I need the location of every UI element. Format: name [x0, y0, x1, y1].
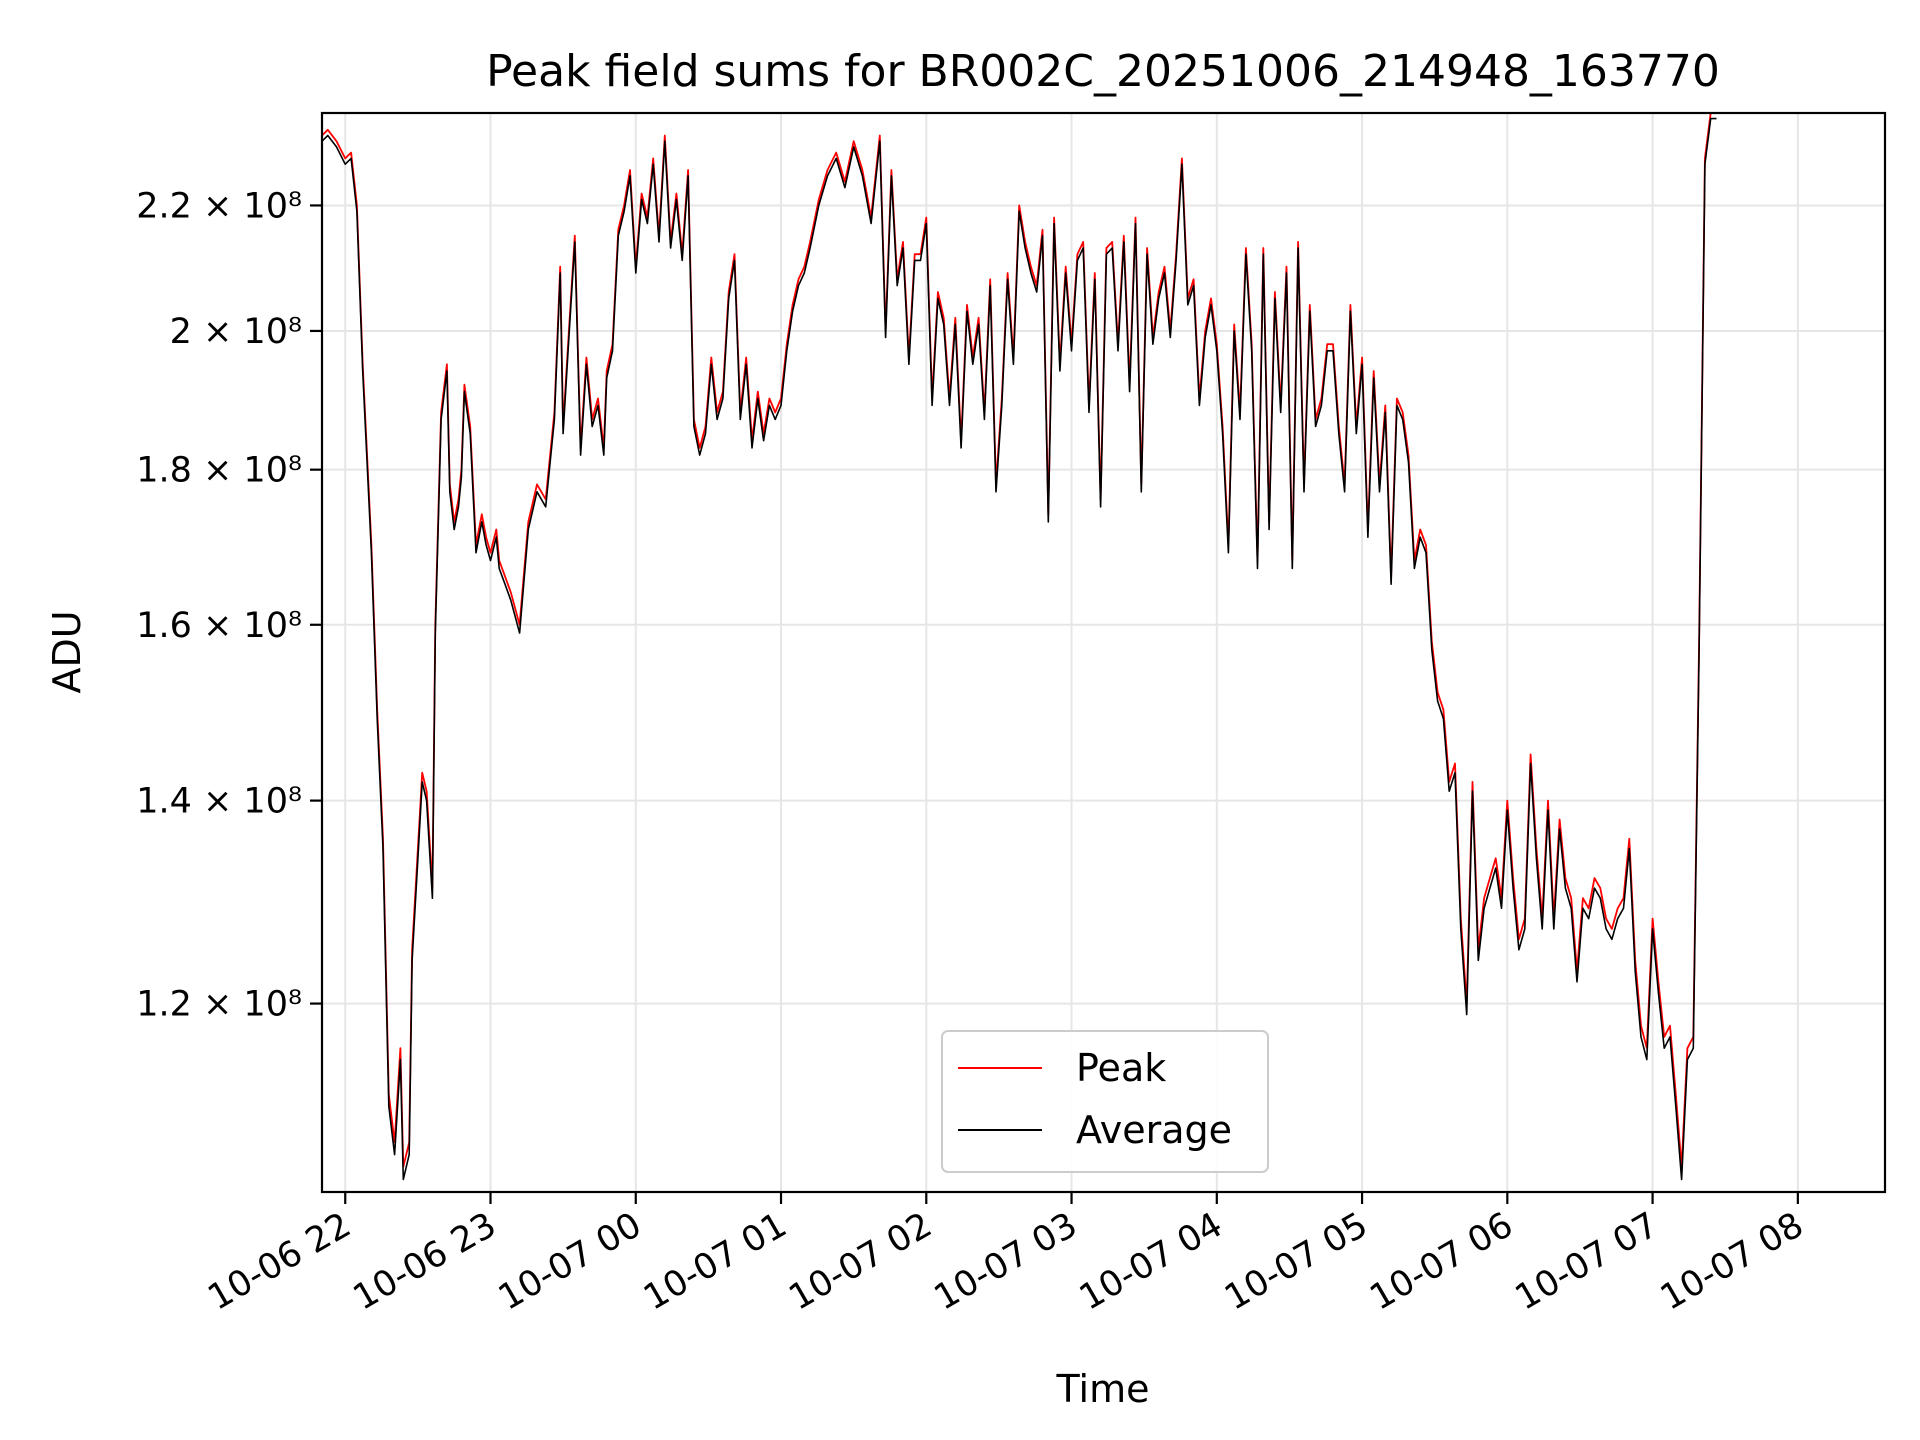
series-line-average	[322, 117, 1717, 1181]
y-tick-label: 1.2 × 10⁸	[136, 985, 302, 1025]
chart-title: Peak field sums for BR002C_20251006_2149…	[486, 46, 1720, 97]
y-tick-label: 2 × 10⁸	[170, 312, 302, 352]
y-axis-label: ADU	[45, 610, 89, 693]
series-line-peak	[322, 113, 1717, 1168]
grid	[322, 113, 1885, 1192]
legend-label-average: Average	[1076, 1108, 1232, 1152]
y-axis-ticks: 1.2 × 10⁸ 1.4 × 10⁸ 1.6 × 10⁸ 1.8 × 10⁸ 2 × …	[136, 186, 322, 1025]
plot-frame	[320, 111, 1887, 1194]
series-lines	[322, 113, 1717, 1181]
legend-label-peak: Peak	[1076, 1046, 1166, 1090]
y-tick-label: 1.8 × 10⁸	[136, 451, 302, 491]
y-tick-label: 2.2 × 10⁸	[136, 186, 302, 226]
y-tick-label: 1.6 × 10⁸	[136, 606, 302, 646]
y-tick-label: 1.4 × 10⁸	[136, 782, 302, 822]
legend: Peak Average	[941, 1030, 1269, 1173]
legend-box	[941, 1030, 1269, 1173]
x-axis-label: Time	[1056, 1367, 1150, 1411]
